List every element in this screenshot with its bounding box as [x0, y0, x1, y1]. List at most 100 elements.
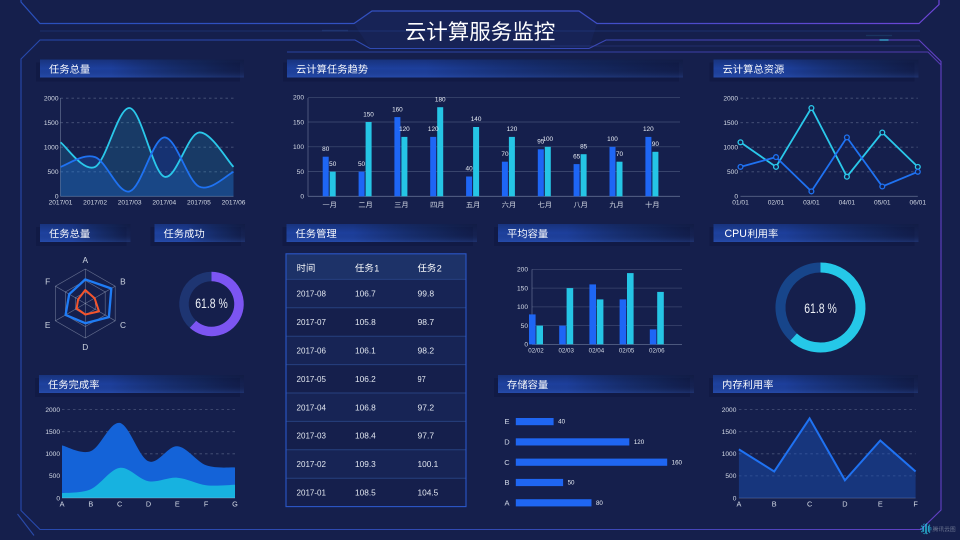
svg-text:97.2: 97.2	[418, 402, 435, 412]
svg-text:106.7: 106.7	[355, 289, 376, 299]
svg-text:2: 2	[437, 263, 442, 273]
svg-text:02/02: 02/02	[528, 347, 544, 354]
svg-text:61.8 %: 61.8 %	[804, 301, 837, 317]
svg-text:2017/06: 2017/06	[222, 200, 246, 207]
svg-text:04/01: 04/01	[839, 200, 856, 207]
svg-text:A: A	[60, 500, 65, 509]
svg-text:500: 500	[47, 169, 58, 176]
svg-text:E: E	[878, 500, 883, 509]
svg-text:D: D	[842, 500, 847, 509]
svg-text:1500: 1500	[44, 120, 59, 127]
svg-text:02/04: 02/04	[589, 347, 605, 354]
svg-text:2017-08: 2017-08	[297, 289, 327, 299]
svg-text:CPU: CPU	[725, 228, 747, 240]
svg-text:200: 200	[293, 95, 304, 102]
svg-text:100.1: 100.1	[418, 459, 439, 469]
svg-text:97.7: 97.7	[418, 431, 435, 441]
svg-text:80: 80	[322, 146, 330, 153]
svg-text:500: 500	[725, 473, 736, 480]
svg-text:F: F	[45, 277, 50, 287]
svg-text:2000: 2000	[45, 407, 60, 414]
svg-text:40: 40	[558, 419, 565, 426]
svg-text:C: C	[120, 320, 126, 330]
svg-text:E: E	[504, 417, 509, 426]
svg-text:100: 100	[293, 144, 304, 151]
svg-text:98.2: 98.2	[418, 346, 435, 356]
svg-text:A: A	[736, 500, 741, 509]
svg-text:50: 50	[521, 323, 529, 330]
svg-text:120: 120	[634, 439, 645, 446]
svg-text:2017-06: 2017-06	[297, 346, 327, 356]
svg-text:2017-02: 2017-02	[297, 459, 327, 469]
svg-text:160: 160	[672, 459, 683, 466]
svg-text:0: 0	[733, 495, 737, 502]
svg-text:02/03: 02/03	[558, 347, 574, 354]
svg-text:02/01: 02/01	[768, 200, 785, 207]
svg-text:05/01: 05/01	[874, 200, 891, 207]
svg-text:120: 120	[643, 126, 654, 133]
svg-text:02/06: 02/06	[649, 347, 665, 354]
svg-text:108.4: 108.4	[355, 431, 376, 441]
svg-text:105.8: 105.8	[355, 317, 376, 327]
svg-text:100: 100	[517, 304, 528, 311]
svg-text:100: 100	[607, 136, 618, 143]
svg-text:70: 70	[616, 151, 624, 158]
svg-text:106.8: 106.8	[355, 402, 376, 412]
svg-text:70: 70	[501, 151, 509, 158]
svg-text:120: 120	[399, 126, 410, 133]
svg-text:104.5: 104.5	[418, 488, 439, 498]
svg-text:A: A	[83, 255, 89, 265]
svg-text:99.8: 99.8	[418, 289, 435, 299]
svg-text:D: D	[504, 438, 510, 447]
svg-text:02/05: 02/05	[619, 347, 635, 354]
svg-text:D: D	[82, 342, 88, 352]
svg-text:80: 80	[596, 500, 603, 507]
svg-text:2017/01: 2017/01	[49, 200, 73, 207]
svg-text:50: 50	[297, 169, 305, 176]
svg-text:0: 0	[300, 194, 304, 201]
svg-text:A: A	[504, 498, 509, 507]
svg-text:06/01: 06/01	[909, 200, 926, 207]
svg-text:100: 100	[542, 136, 553, 143]
svg-text:B: B	[504, 478, 509, 487]
svg-text:150: 150	[363, 111, 374, 118]
svg-text:1500: 1500	[45, 429, 60, 436]
svg-text:106.2: 106.2	[355, 374, 376, 384]
svg-text:61.8 %: 61.8 %	[195, 296, 228, 312]
svg-text:50: 50	[568, 480, 575, 487]
svg-text:B: B	[772, 500, 777, 509]
svg-text:C: C	[504, 458, 510, 467]
svg-text:500: 500	[49, 473, 60, 480]
svg-text:B: B	[88, 500, 93, 509]
svg-text:D: D	[146, 500, 151, 509]
svg-text:120: 120	[428, 126, 439, 133]
svg-text:97: 97	[418, 374, 427, 384]
svg-text:03/01: 03/01	[803, 200, 820, 207]
svg-text:C: C	[807, 500, 812, 509]
svg-text:50: 50	[329, 161, 337, 168]
svg-text:150: 150	[293, 119, 304, 126]
svg-text:0: 0	[524, 342, 528, 349]
svg-text:150: 150	[517, 285, 528, 292]
svg-text:90: 90	[652, 141, 660, 148]
svg-text:85: 85	[580, 143, 588, 150]
svg-text:160: 160	[392, 106, 403, 113]
svg-text:B: B	[120, 277, 126, 287]
svg-text:0: 0	[55, 194, 59, 201]
svg-text:E: E	[45, 320, 51, 330]
svg-text:2000: 2000	[723, 96, 738, 103]
svg-text:C: C	[117, 500, 122, 509]
svg-text:F: F	[204, 500, 209, 509]
svg-text:2017/02: 2017/02	[83, 200, 107, 207]
svg-text:1: 1	[374, 263, 379, 273]
svg-text:G: G	[232, 500, 238, 509]
svg-text:1500: 1500	[722, 429, 737, 436]
svg-text:1000: 1000	[723, 145, 738, 152]
svg-text:E: E	[175, 500, 180, 509]
svg-text:01/01: 01/01	[732, 200, 749, 207]
svg-text:1000: 1000	[44, 145, 59, 152]
svg-text:65: 65	[573, 153, 581, 160]
svg-text:2017-01: 2017-01	[297, 488, 327, 498]
svg-text:2017-04: 2017-04	[297, 402, 327, 412]
svg-text:98.7: 98.7	[418, 317, 435, 327]
